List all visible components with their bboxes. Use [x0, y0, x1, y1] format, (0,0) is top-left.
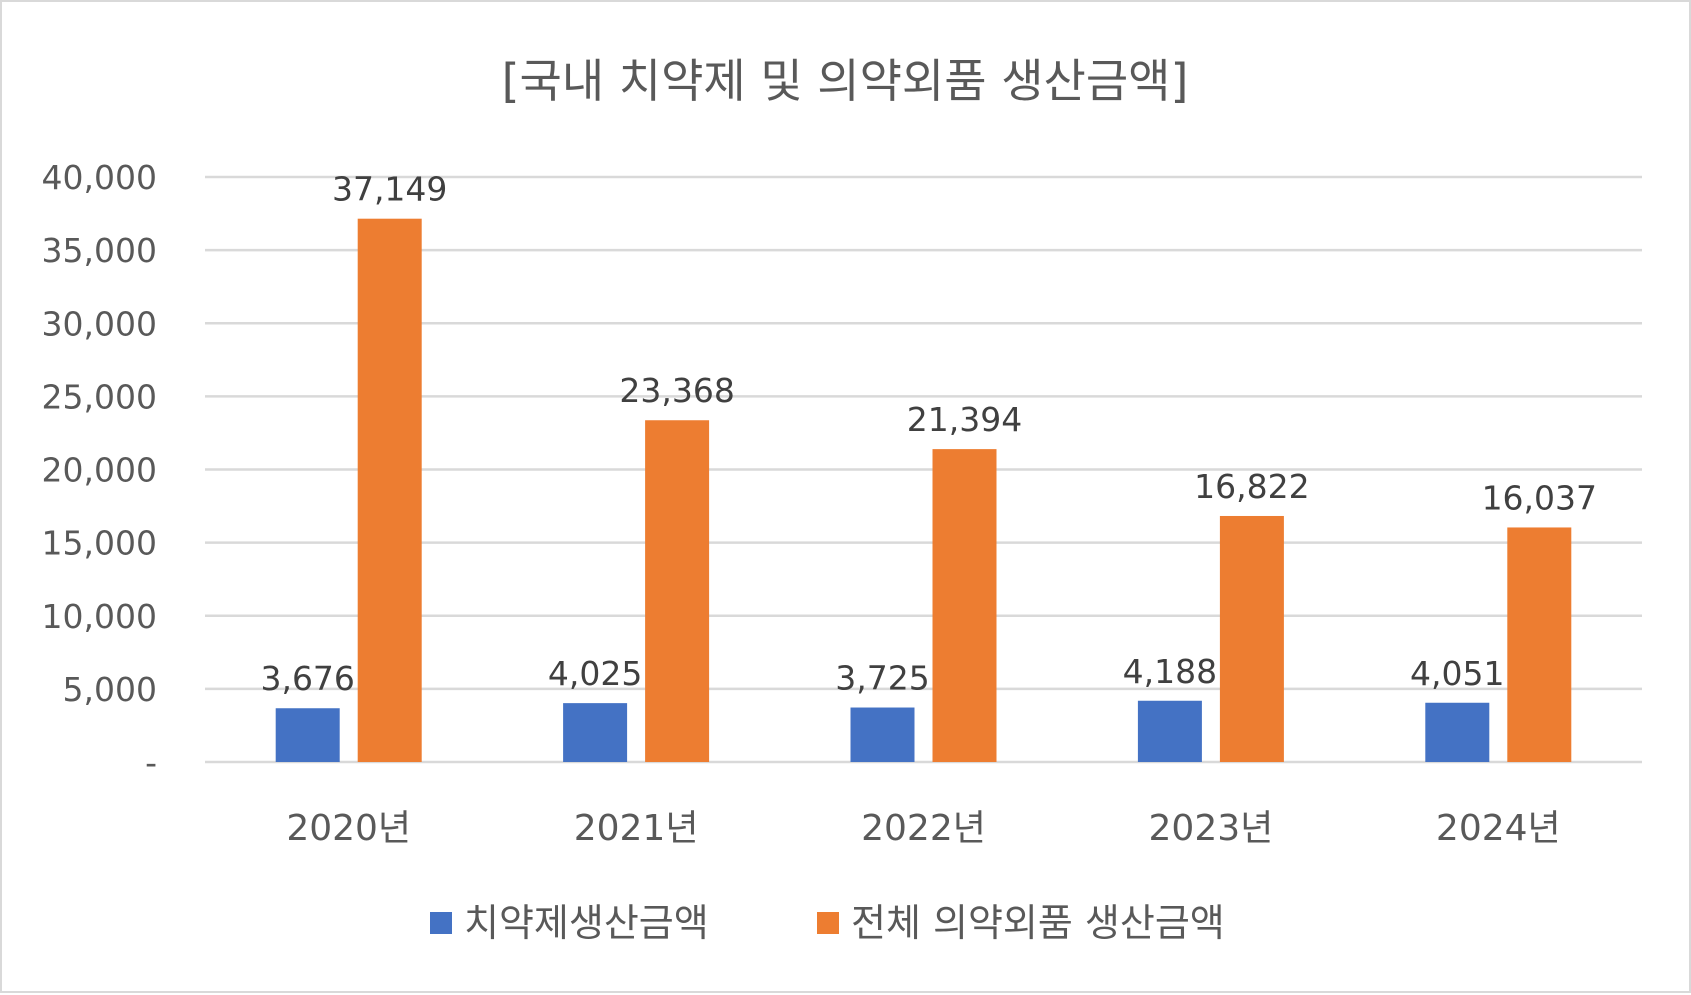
bar-series-0-2021년: [563, 703, 628, 762]
x-axis-category-labels: 2020년 2021년 2022년 2023년 2024년: [286, 808, 1560, 849]
y-tick-label: 10,000: [42, 597, 157, 636]
x-category-label: 2024년: [1436, 808, 1561, 849]
legend-swatch: [430, 912, 452, 934]
y-tick-label: 30,000: [42, 304, 157, 343]
data-label: 4,051: [1410, 654, 1504, 693]
legend-label: 전체 의약외품 생산금액: [851, 901, 1225, 945]
y-tick-label: 5,000: [63, 670, 157, 709]
x-category-label: 2021년: [574, 808, 699, 849]
bars: [275, 218, 1572, 763]
y-axis-tick-labels: - 5,000 10,000 15,000 20,000 25,000 30,000 35,0…: [42, 158, 157, 782]
x-category-label: 2022년: [861, 808, 986, 849]
y-tick-label: 20,000: [42, 451, 157, 490]
data-label: 3,725: [835, 659, 929, 698]
data-label: 23,368: [619, 371, 734, 410]
bar-series-1-2023년: [1219, 515, 1284, 762]
legend-swatch: [817, 912, 839, 934]
bar-series-0-2022년: [850, 707, 915, 762]
data-label: 21,394: [907, 400, 1022, 439]
y-tick-label: 35,000: [42, 231, 157, 270]
bar-series-1-2024년: [1507, 527, 1572, 762]
bar-series-0-2020년: [275, 708, 340, 762]
data-label: 4,188: [1123, 652, 1217, 691]
bar-series-0-2024년: [1425, 702, 1490, 762]
legend: 치약제생산금액 전체 의약외품 생산금액: [430, 901, 1225, 945]
gridlines: [205, 175, 1642, 764]
y-tick-label: 15,000: [42, 524, 157, 563]
bar-series-1-2022년: [932, 449, 997, 762]
data-label: 16,037: [1482, 478, 1597, 517]
data-label: 4,025: [548, 654, 642, 693]
y-tick-label: -: [145, 743, 157, 782]
data-label: 16,822: [1194, 467, 1309, 506]
data-label: 37,149: [332, 170, 447, 209]
bar-series-1-2020년: [357, 218, 422, 763]
legend-label: 치약제생산금액: [464, 901, 709, 945]
bar-series-1-2021년: [645, 420, 710, 762]
data-labels: 3,676 37,149 4,025 23,368 3,725 21,394 4,188 16…: [260, 170, 1597, 699]
y-tick-label: 40,000: [42, 158, 157, 197]
x-category-label: 2020년: [286, 808, 411, 849]
data-label: 3,676: [260, 659, 354, 698]
y-tick-label: 25,000: [42, 377, 157, 416]
bar-series-0-2023년: [1137, 700, 1202, 762]
chart-title: [국내 치약제 및 의약외품 생산금액]: [502, 54, 1189, 108]
x-category-label: 2023년: [1149, 808, 1274, 849]
